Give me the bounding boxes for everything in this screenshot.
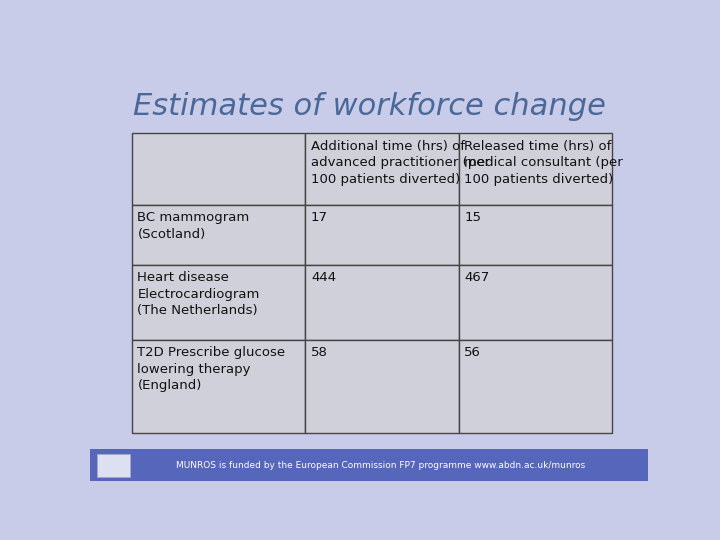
Text: Released time (hrs) of
medical consultant (per
100 patients diverted): Released time (hrs) of medical consultan… [464, 140, 623, 186]
Bar [305, 340, 459, 433]
Bar [96, 454, 130, 477]
Text: 17: 17 [311, 212, 328, 225]
Text: 467: 467 [464, 272, 490, 285]
Bar [305, 265, 459, 340]
Text: 15: 15 [464, 212, 481, 225]
Text: 56: 56 [464, 346, 481, 359]
Bar [305, 133, 459, 205]
Text: 58: 58 [311, 346, 328, 359]
Bar [459, 340, 612, 433]
Bar [132, 340, 305, 433]
Text: 444: 444 [311, 272, 336, 285]
Text: Additional time (hrs) of
advanced practitioner (per
100 patients diverted): Additional time (hrs) of advanced practi… [311, 140, 490, 186]
Bar [132, 133, 305, 205]
Bar [132, 265, 305, 340]
Text: Heart disease
Electrocardiogram
(The Netherlands): Heart disease Electrocardiogram (The Net… [138, 272, 260, 318]
Text: MUNROS is funded by the European Commission FP7 programme www.abdn.ac.uk/munros: MUNROS is funded by the European Commiss… [176, 461, 585, 469]
Text: T2D Prescribe glucose
lowering therapy
(England): T2D Prescribe glucose lowering therapy (… [138, 346, 286, 392]
Bar [90, 449, 648, 481]
Text: Estimates of workforce change: Estimates of workforce change [132, 92, 606, 121]
Bar [459, 205, 612, 265]
Bar [459, 133, 612, 205]
Bar [459, 265, 612, 340]
Text: BC mammogram
(Scotland): BC mammogram (Scotland) [138, 212, 250, 241]
Bar [132, 205, 305, 265]
Bar [305, 205, 459, 265]
